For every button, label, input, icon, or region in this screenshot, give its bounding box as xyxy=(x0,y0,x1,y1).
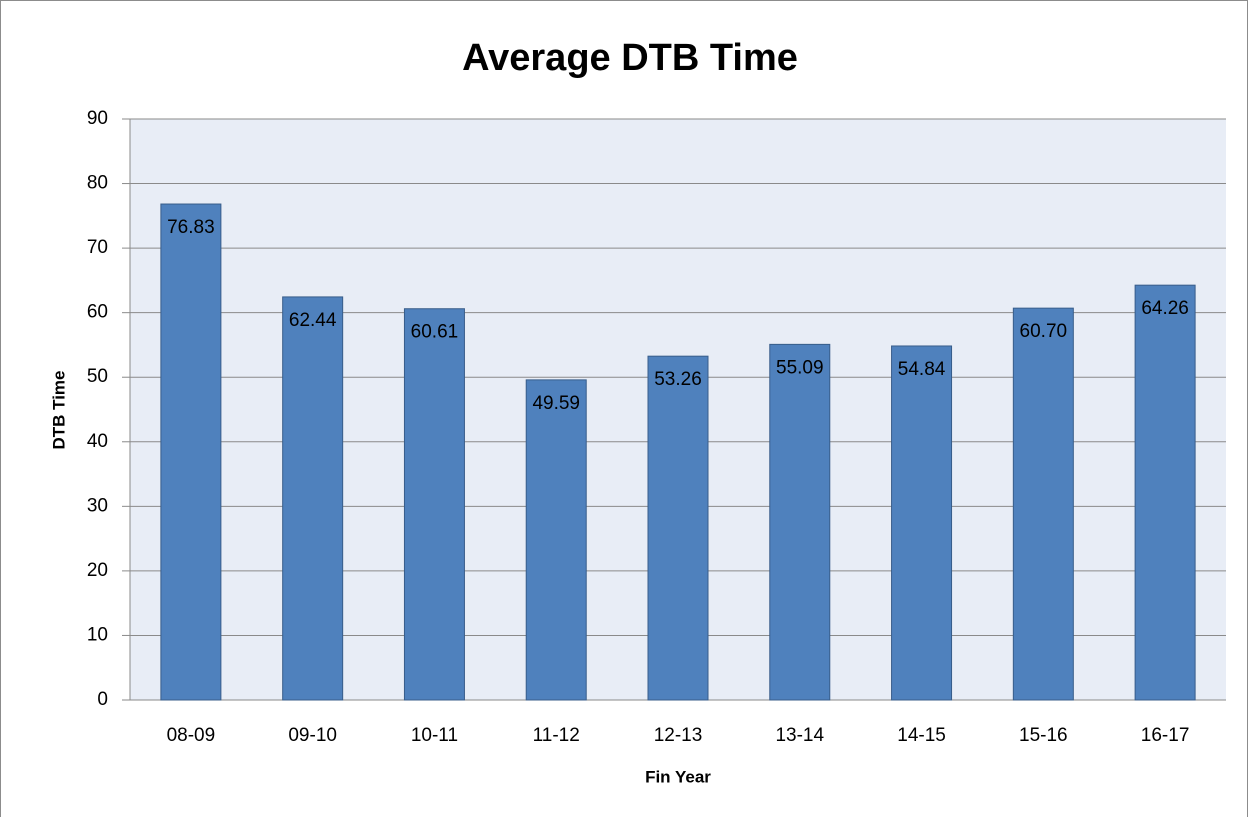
data-label: 60.61 xyxy=(411,322,459,343)
y-tick-label: 30 xyxy=(87,495,108,516)
x-axis-title: Fin Year xyxy=(645,767,711,786)
data-label: 62.44 xyxy=(289,310,337,331)
bar xyxy=(1134,284,1196,701)
y-tick-label: 70 xyxy=(87,237,108,258)
data-label: 49.59 xyxy=(532,393,580,414)
data-label: 54.84 xyxy=(898,359,946,380)
x-tick-label: 12-13 xyxy=(654,725,703,746)
bar xyxy=(160,203,222,701)
data-label: 60.70 xyxy=(1020,321,1068,342)
bar xyxy=(525,379,587,701)
x-tick-label: 13-14 xyxy=(775,725,824,746)
y-tick-label: 50 xyxy=(87,366,108,387)
x-tick-label: 09-10 xyxy=(288,725,337,746)
y-axis-title: DTB Time xyxy=(49,370,68,449)
bar xyxy=(1012,307,1074,701)
data-label: 76.83 xyxy=(167,217,215,238)
bar xyxy=(769,343,831,701)
x-tick-label: 11-12 xyxy=(533,725,580,746)
x-tick-label: 15-16 xyxy=(1019,725,1068,746)
y-tick-label: 0 xyxy=(97,689,108,710)
x-tick-label: 16-17 xyxy=(1141,725,1190,746)
y-tick-label: 40 xyxy=(87,431,108,452)
x-tick-label: 14-15 xyxy=(897,725,946,746)
y-tick-label: 90 xyxy=(87,108,108,129)
chart-title: Average DTB Time xyxy=(462,37,798,79)
bar xyxy=(403,308,465,701)
data-label: 55.09 xyxy=(776,357,824,378)
y-tick-label: 10 xyxy=(87,624,108,645)
bar xyxy=(647,355,709,701)
bar xyxy=(282,296,344,701)
data-label: 64.26 xyxy=(1141,298,1189,319)
data-label: 53.26 xyxy=(654,369,702,390)
y-tick-label: 20 xyxy=(87,560,108,581)
x-tick-label: 08-09 xyxy=(167,725,216,746)
y-tick-label: 80 xyxy=(87,173,108,194)
x-tick-label: 10-11 xyxy=(411,725,458,746)
y-tick-label: 60 xyxy=(87,302,108,323)
bar xyxy=(891,345,953,701)
